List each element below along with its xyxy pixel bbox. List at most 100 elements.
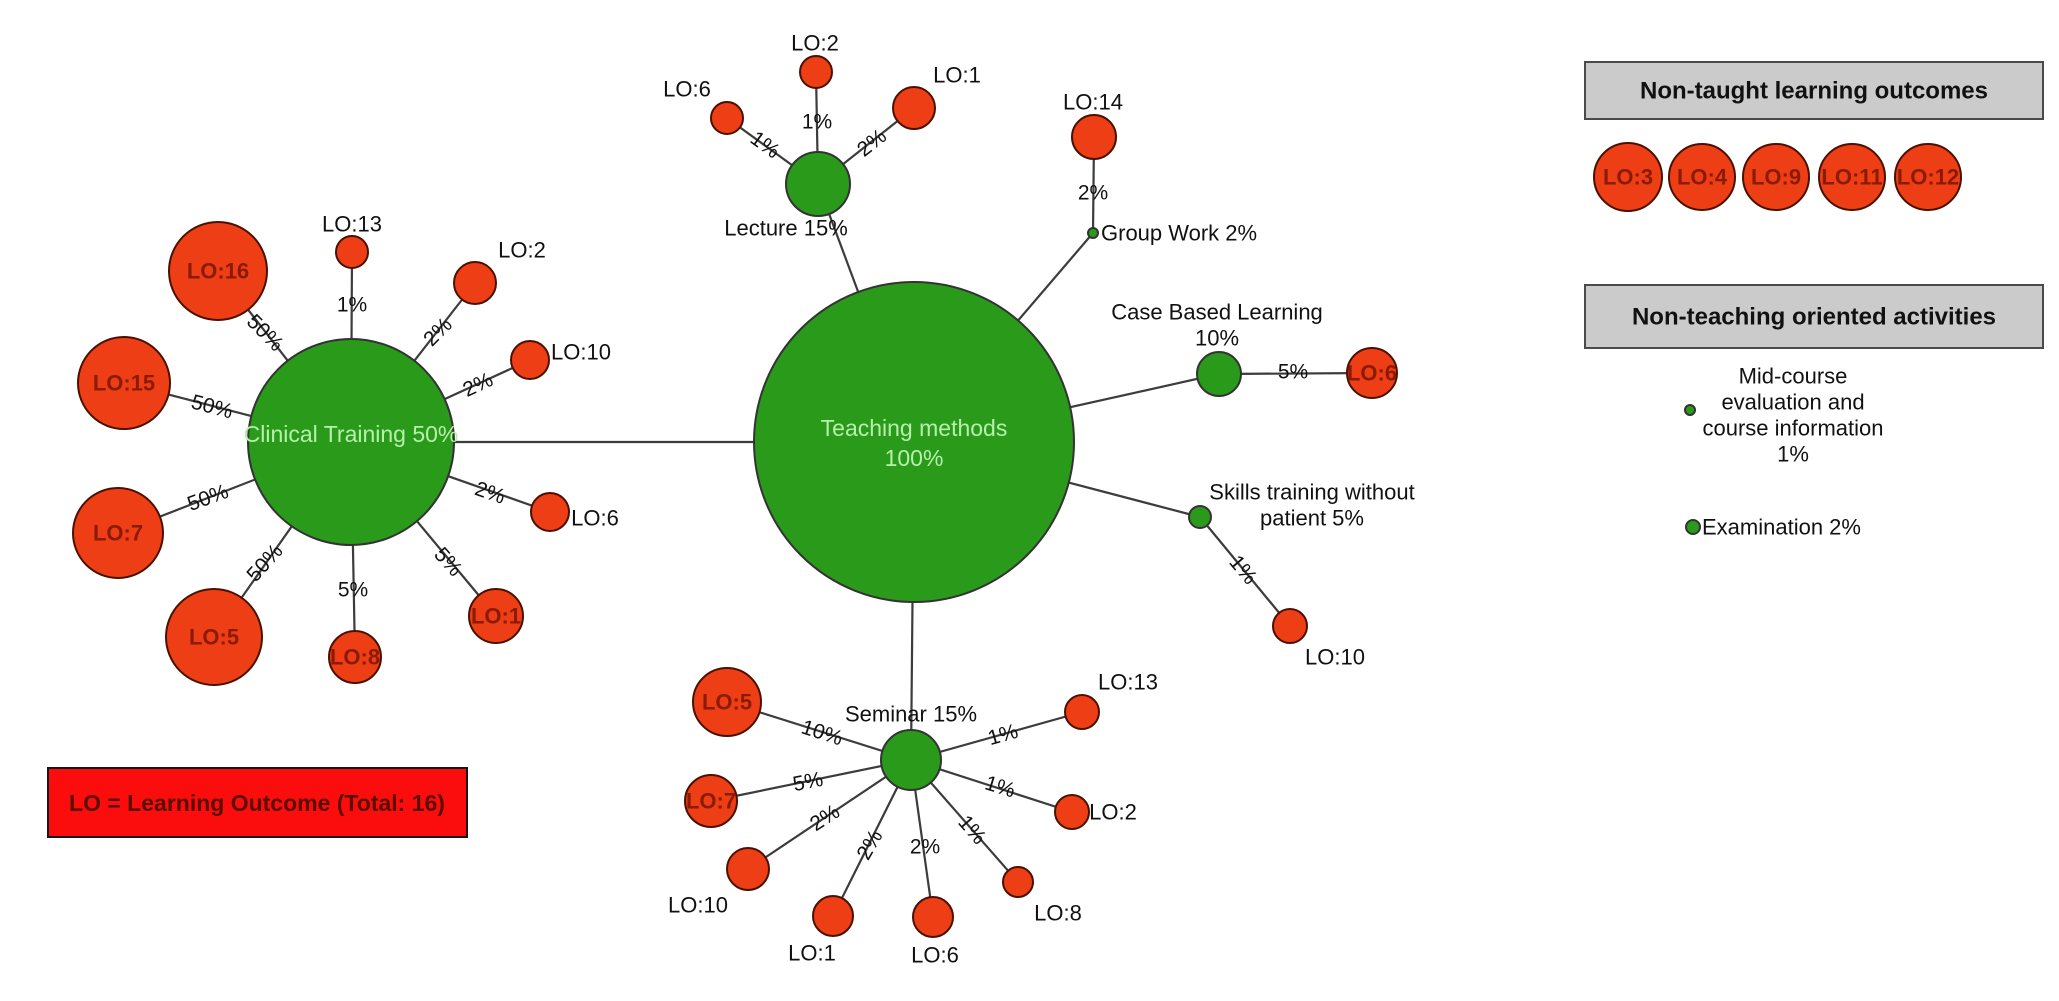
non-teaching-panel: Non-teaching oriented activities Mid-cou…: [1584, 284, 2044, 540]
teaching-methods-node: [753, 281, 1075, 603]
teaching-methods-label-line2: 100%: [885, 445, 944, 471]
non-taught-lo12-node: [1894, 143, 1962, 211]
lecture-lo6-label: LO:6: [663, 77, 711, 102]
pct-casebased-lo6: 5%: [1278, 361, 1308, 384]
clinical-lo8-node: [328, 630, 382, 684]
clinical-lo6-label: LO:6: [571, 506, 619, 531]
case-based-label-line2: 10%: [1195, 326, 1239, 351]
pct-clinical-lo16: 50%: [242, 310, 288, 356]
non-taught-lo3-text: LO:3: [1603, 165, 1653, 190]
pct-seminar-lo2: 1%: [982, 772, 1018, 803]
non-taught-lo11-text: LO:11: [1821, 165, 1882, 190]
clinical-lo2-label: LO:2: [498, 238, 546, 263]
clinical-lo1-text: LO:1: [471, 604, 521, 629]
seminar-lo5-node: [692, 667, 762, 737]
pct-lecture-lo2: 1%: [802, 111, 832, 134]
pct-clinical-lo2: 2%: [419, 313, 457, 351]
non-taught-header-box: [1584, 61, 2044, 120]
lecture-lo6-node: [710, 101, 744, 135]
pct-clinical-lo6: 2%: [472, 477, 508, 509]
teaching-methods-label-line1: Teaching methods: [821, 415, 1008, 441]
seminar-node: [880, 729, 942, 791]
skills-label-line2: patient 5%: [1260, 506, 1364, 531]
case-based-label-line1: Case Based Learning: [1111, 300, 1323, 325]
mid-course-label-line2: evaluation and: [1721, 390, 1864, 415]
lecture-lo2-label: LO:2: [791, 31, 839, 56]
pct-seminar-lo13: 1%: [985, 720, 1021, 750]
edge-seminar-lo10: [747, 759, 912, 870]
mid-course-label-line4: 1%: [1777, 442, 1809, 467]
examination-node: [1685, 519, 1701, 535]
non-taught-lo12-text: LO:12: [1897, 165, 1959, 190]
clinical-lo10-node: [510, 340, 550, 380]
skills-label-line1: Skills training without: [1209, 480, 1414, 505]
clinical-lo6-node: [530, 492, 570, 532]
group-work-node: [1087, 227, 1099, 239]
clinical-training-node: [247, 338, 455, 546]
casebased-lo6-node: [1346, 347, 1398, 399]
non-taught-panel: Non-taught learning outcomes LO:3 LO:4 L…: [1584, 61, 2044, 212]
lecture-lo1-label: LO:1: [933, 63, 981, 88]
pct-seminar-lo5: 10%: [798, 716, 845, 751]
groupwork-lo14-node: [1071, 114, 1117, 160]
clinical-lo15-text: LO:15: [93, 371, 155, 396]
clinical-lo13-label: LO:13: [322, 212, 382, 237]
legend-note-box: [47, 767, 468, 838]
clinical-lo7-text: LO:7: [93, 521, 143, 546]
clinical-lo10-label: LO:10: [551, 340, 611, 365]
non-taught-header-title: Non-taught learning outcomes: [1640, 78, 1988, 105]
clinical-training-label: Clinical Training 50%: [244, 421, 459, 447]
seminar-lo6-node: [912, 896, 954, 938]
seminar-lo13-label: LO:13: [1098, 670, 1158, 695]
pct-seminar-lo7: 5%: [791, 768, 825, 796]
pct-groupwork-lo14: 2%: [1078, 182, 1108, 205]
case-based-learning-node: [1196, 351, 1242, 397]
seminar-lo10-label: LO:10: [668, 893, 728, 918]
seminar-lo13-node: [1064, 694, 1100, 730]
seminar-lo2-node: [1054, 794, 1090, 830]
legend-note: LO = Learning Outcome (Total: 16): [47, 767, 468, 838]
clinical-lo1-node: [468, 588, 524, 644]
non-taught-lo9-node: [1742, 143, 1810, 211]
pct-clinical-lo13: 1%: [337, 294, 367, 317]
clinical-lo13-node: [335, 235, 369, 269]
seminar-lo2-label: LO:2: [1089, 800, 1137, 825]
pct-clinical-lo15: 50%: [189, 390, 236, 423]
pct-clinical-lo10: 2%: [459, 368, 496, 402]
pct-seminar-lo10: 2%: [806, 800, 844, 836]
seminar-lo1-node: [812, 895, 854, 937]
edge-skills-lo10: [1199, 516, 1291, 627]
group-work-label: Group Work 2%: [1101, 221, 1257, 246]
clinical-lo8-text: LO:8: [330, 645, 380, 670]
seminar-lo8-label: LO:8: [1034, 901, 1082, 926]
pct-seminar-lo1: 2%: [852, 826, 887, 864]
non-teaching-header-title: Non-teaching oriented activities: [1632, 304, 1996, 331]
examination-label: Examination 2%: [1702, 515, 1861, 540]
non-taught-lo11-node: [1818, 143, 1886, 211]
seminar-lo6-label: LO:6: [911, 943, 959, 968]
non-teaching-header-box: [1584, 284, 2044, 349]
pct-clinical-lo8: 5%: [338, 579, 368, 602]
seminar-label: Seminar 15%: [845, 702, 977, 727]
lecture-lo2-node: [799, 55, 833, 89]
seminar-lo7-node: [684, 774, 738, 828]
mid-course-label-line1: Mid-course: [1739, 364, 1848, 389]
casebased-lo6-text: LO:6: [1347, 361, 1397, 386]
seminar-lo7-text: LO:7: [686, 789, 736, 814]
non-taught-lo3-node: [1593, 142, 1663, 212]
non-taught-lo4-text: LO:4: [1677, 165, 1728, 190]
seminar-lo8-node: [1002, 866, 1034, 898]
seminar-lo1-label: LO:1: [788, 941, 836, 966]
clinical-lo5-text: LO:5: [189, 625, 239, 650]
mid-course-label-line3: course information: [1703, 416, 1884, 441]
legend-note-text: LO = Learning Outcome (Total: 16): [69, 790, 445, 816]
nodes: [72, 55, 1398, 938]
non-taught-lo4-node: [1668, 143, 1736, 211]
clinical-lo16-text: LO:16: [187, 259, 249, 284]
edge-seminar-lo7: [710, 758, 912, 803]
mid-course-node: [1684, 404, 1696, 416]
pct-clinical-lo5: 50%: [242, 540, 287, 587]
lo-inside-labels: LO:6 LO:16 LO:15 LO:7 LO:5 LO:8 LO:1 LO:…: [93, 259, 1397, 814]
lecture-lo1-node: [892, 86, 936, 130]
